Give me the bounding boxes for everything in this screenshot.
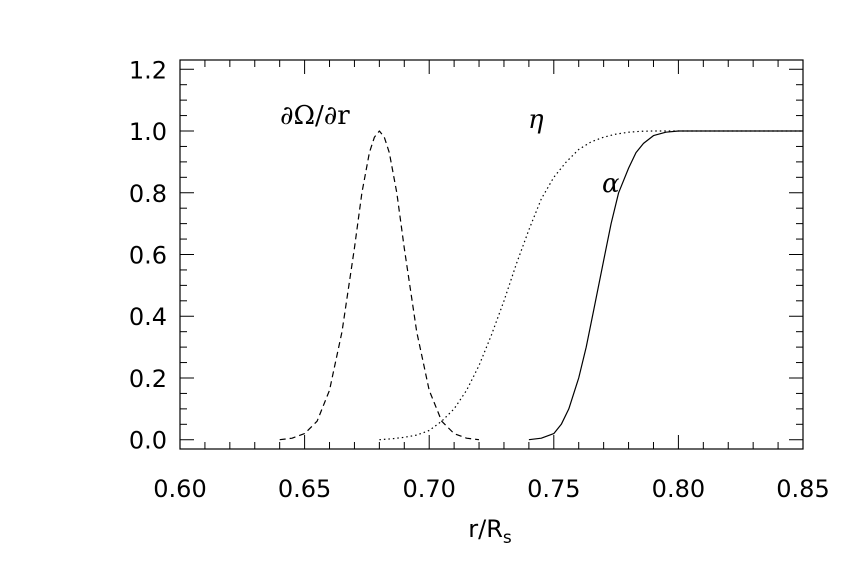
x-tick-label: 0.85 <box>776 475 829 503</box>
curve-alpha <box>528 130 803 441</box>
y-tick-label: 0.4 <box>129 303 167 331</box>
x-tick-label: 0.60 <box>153 475 206 503</box>
x-axis-title-main: r/R <box>468 515 503 543</box>
y-tick-label: 1.2 <box>129 56 167 84</box>
y-tick-label: 0.6 <box>129 242 167 270</box>
x-tick-label: 0.80 <box>652 475 705 503</box>
x-axis-title: r/Rs <box>468 515 512 548</box>
curve-domega-dr <box>279 130 480 441</box>
y-tick-label: 0.2 <box>129 365 167 393</box>
y-axis: 0.0 0.2 0.4 0.6 0.8 1.0 1.2 <box>129 56 803 455</box>
label-domega-dr: ∂Ω/∂r <box>280 101 350 131</box>
y-tick-label: 0.8 <box>129 180 167 208</box>
x-tick-label: 0.70 <box>402 475 455 503</box>
y-tick-label: 0.0 <box>129 427 167 455</box>
x-axis: 0.60 0.65 0.70 0.75 0.80 0.85 <box>153 60 830 503</box>
label-alpha: α <box>602 169 620 199</box>
x-tick-label: 0.75 <box>527 475 580 503</box>
x-axis-title-subscript: s <box>503 528 512 548</box>
y-tick-label: 1.0 <box>129 118 167 146</box>
curves <box>279 130 803 441</box>
x-tick-label: 0.65 <box>278 475 331 503</box>
label-eta: η <box>528 105 544 135</box>
